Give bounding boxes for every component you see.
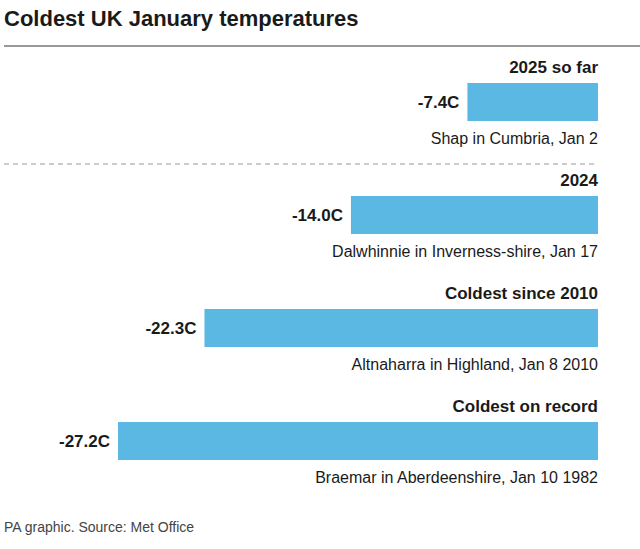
html-text:PA graphic. Source: Met Office: PA graphic. Source: Met Office: [4, 519, 195, 535]
svg-text:Shap in Cumbria, Jan 2: Shap in Cumbria, Jan 2: [431, 130, 598, 147]
svg-text:Coldest on record: Coldest on record: [453, 397, 598, 416]
svg-text:Coldest since 2010: Coldest since 2010: [445, 284, 598, 303]
svg-text:-27.2C: -27.2C: [59, 432, 110, 451]
html-text:Coldest UK January temperature: Coldest UK January temperatures: [4, 6, 359, 31]
svg-text:-22.3C: -22.3C: [145, 319, 196, 338]
svg-text:-14.0C: -14.0C: [292, 206, 343, 225]
svg-text:2025 so far: 2025 so far: [509, 58, 598, 77]
svg-text:-7.4C: -7.4C: [418, 93, 460, 112]
svg-text:Braemar in Aberdeenshire, Jan: Braemar in Aberdeenshire, Jan 10 1982: [315, 469, 598, 486]
svg-text:2024: 2024: [560, 171, 598, 190]
svg-text:Dalwhinnie in Inverness-shire,: Dalwhinnie in Inverness-shire, Jan 17: [332, 243, 598, 260]
svg-text:Altnaharra in Highland, Jan 8: Altnaharra in Highland, Jan 8 2010: [352, 356, 598, 373]
